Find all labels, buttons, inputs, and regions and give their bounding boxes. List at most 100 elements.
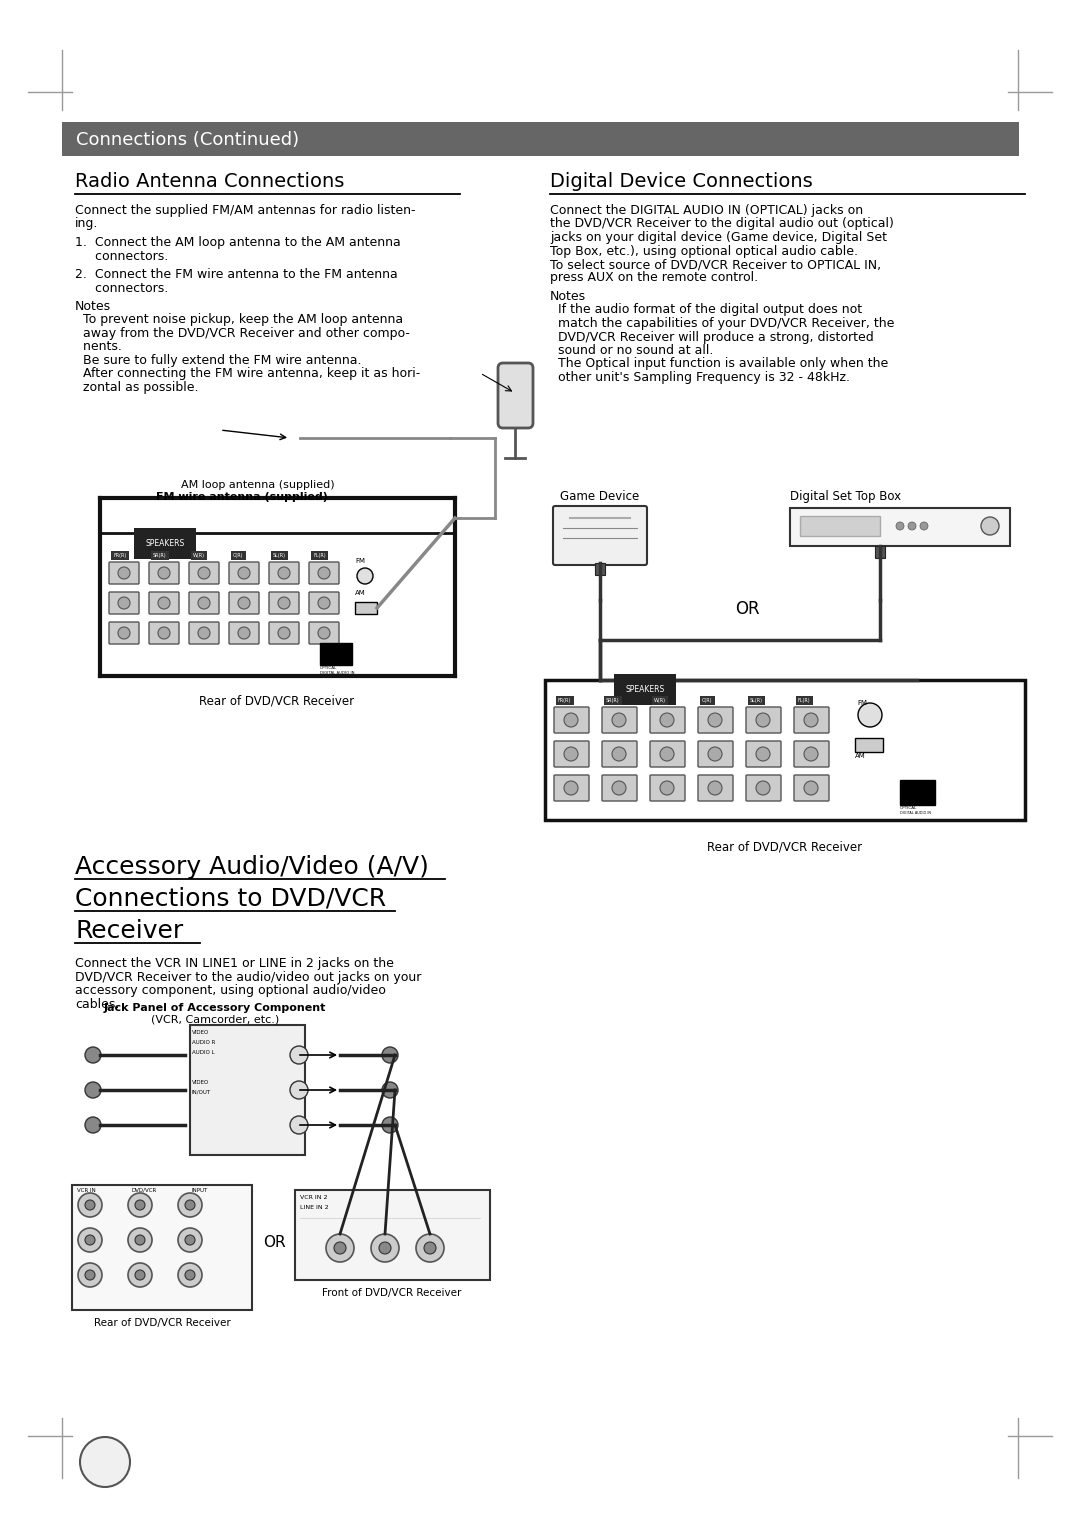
Circle shape [357, 568, 373, 584]
FancyBboxPatch shape [309, 622, 339, 643]
Circle shape [238, 626, 249, 639]
Bar [355, 602, 377, 614]
Circle shape [118, 597, 130, 610]
Text: 2.  Connect the FM wire antenna to the FM antenna: 2. Connect the FM wire antenna to the FM… [75, 267, 397, 281]
Circle shape [85, 1117, 102, 1132]
Text: Accessory Audio/Video (A/V): Accessory Audio/Video (A/V) [75, 856, 429, 879]
Circle shape [198, 626, 210, 639]
Circle shape [564, 747, 578, 761]
Text: sound or no sound at all.: sound or no sound at all. [550, 344, 714, 358]
Circle shape [185, 1199, 195, 1210]
Circle shape [379, 1242, 391, 1254]
Circle shape [612, 714, 626, 727]
Text: away from the DVD/VCR Receiver and other compo-: away from the DVD/VCR Receiver and other… [75, 327, 410, 341]
Circle shape [334, 1242, 346, 1254]
Bar [800, 516, 880, 536]
FancyBboxPatch shape [554, 707, 589, 733]
FancyBboxPatch shape [189, 591, 219, 614]
FancyBboxPatch shape [746, 741, 781, 767]
Text: Jack Panel of Accessory Component: Jack Panel of Accessory Component [104, 1002, 326, 1013]
Bar [900, 779, 935, 805]
Circle shape [612, 781, 626, 795]
Text: zontal as possible.: zontal as possible. [75, 380, 199, 394]
Text: FL(R): FL(R) [798, 698, 811, 703]
Circle shape [858, 703, 882, 727]
FancyBboxPatch shape [698, 775, 733, 801]
Bar [789, 507, 1010, 545]
FancyBboxPatch shape [602, 741, 637, 767]
Circle shape [896, 523, 904, 530]
Circle shape [198, 597, 210, 610]
Text: cables.: cables. [75, 998, 120, 1010]
Text: DVD/VCR Receiver to the audio/video out jacks on your: DVD/VCR Receiver to the audio/video out … [75, 970, 421, 984]
Text: Front of DVD/VCR Receiver: Front of DVD/VCR Receiver [322, 1288, 461, 1297]
FancyBboxPatch shape [109, 591, 139, 614]
Text: IN/OUT: IN/OUT [192, 1089, 211, 1096]
FancyBboxPatch shape [189, 622, 219, 643]
Circle shape [80, 1436, 130, 1487]
Text: connectors.: connectors. [75, 249, 168, 263]
Text: OPTICAL: OPTICAL [320, 666, 337, 669]
Text: OPTICAL: OPTICAL [900, 805, 917, 810]
FancyBboxPatch shape [698, 707, 733, 733]
Text: Connect the supplied FM/AM antennas for radio listen-: Connect the supplied FM/AM antennas for … [75, 205, 416, 217]
Text: jacks on your digital device (Game device, Digital Set: jacks on your digital device (Game devic… [550, 231, 887, 244]
Circle shape [238, 597, 249, 610]
Circle shape [198, 567, 210, 579]
Circle shape [382, 1117, 399, 1132]
Bar [595, 562, 605, 575]
Circle shape [85, 1235, 95, 1245]
Circle shape [118, 626, 130, 639]
Text: AUDIO R: AUDIO R [192, 1041, 215, 1045]
Text: Notes: Notes [550, 290, 586, 303]
FancyBboxPatch shape [794, 775, 829, 801]
Circle shape [185, 1235, 195, 1245]
Text: DVD/VCR: DVD/VCR [132, 1187, 158, 1193]
Circle shape [804, 714, 818, 727]
Circle shape [178, 1264, 202, 1287]
Circle shape [278, 567, 291, 579]
Text: AM loop antenna (supplied): AM loop antenna (supplied) [181, 480, 335, 490]
Text: Digital Set Top Box: Digital Set Top Box [789, 490, 901, 503]
FancyBboxPatch shape [109, 622, 139, 643]
FancyBboxPatch shape [650, 775, 685, 801]
FancyBboxPatch shape [746, 775, 781, 801]
Text: FR(R): FR(R) [113, 553, 126, 558]
Circle shape [660, 747, 674, 761]
Text: connectors.: connectors. [75, 281, 168, 295]
Text: Receiver: Receiver [75, 918, 184, 943]
Text: VCR IN 2: VCR IN 2 [300, 1195, 327, 1199]
Circle shape [278, 597, 291, 610]
Text: SPEAKERS: SPEAKERS [146, 539, 185, 549]
Text: Connections (Continued): Connections (Continued) [76, 131, 299, 150]
Text: Notes: Notes [75, 299, 111, 313]
Circle shape [564, 781, 578, 795]
Text: SPEAKERS: SPEAKERS [625, 685, 664, 694]
FancyBboxPatch shape [149, 622, 179, 643]
FancyBboxPatch shape [794, 707, 829, 733]
Circle shape [382, 1082, 399, 1099]
Text: To select source of DVD/VCR Receiver to OPTICAL IN,: To select source of DVD/VCR Receiver to … [550, 258, 881, 270]
Text: SR(R): SR(R) [153, 553, 166, 558]
Circle shape [135, 1199, 145, 1210]
Circle shape [129, 1264, 152, 1287]
Text: If the audio format of the digital output does not: If the audio format of the digital outpu… [550, 304, 862, 316]
Text: 1.  Connect the AM loop antenna to the AM antenna: 1. Connect the AM loop antenna to the AM… [75, 235, 401, 249]
Text: OR: OR [264, 1235, 285, 1250]
FancyBboxPatch shape [794, 741, 829, 767]
Circle shape [318, 567, 330, 579]
Circle shape [185, 1270, 195, 1280]
FancyBboxPatch shape [309, 591, 339, 614]
Circle shape [920, 523, 928, 530]
Circle shape [129, 1193, 152, 1216]
Bar [855, 738, 883, 752]
FancyBboxPatch shape [746, 707, 781, 733]
Circle shape [291, 1080, 308, 1099]
Text: FM wire antenna (supplied): FM wire antenna (supplied) [157, 492, 328, 503]
Text: SL(R): SL(R) [750, 698, 762, 703]
Circle shape [981, 516, 999, 535]
Text: AUDIO L: AUDIO L [192, 1050, 215, 1054]
Circle shape [372, 1235, 399, 1262]
FancyBboxPatch shape [149, 591, 179, 614]
FancyBboxPatch shape [269, 591, 299, 614]
